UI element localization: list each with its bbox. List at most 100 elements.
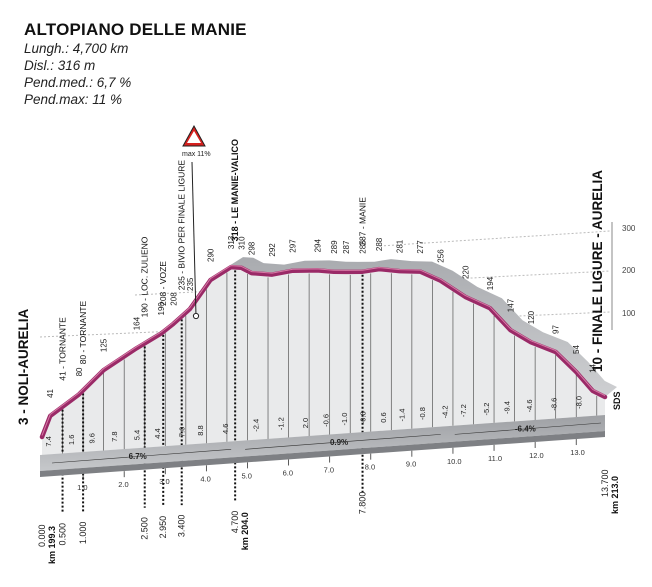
- waypoint-label: 318 - LE MANIE-VALICO: [230, 139, 240, 241]
- elevation-label: 54: [572, 345, 581, 354]
- elevation-label: 294: [313, 239, 322, 253]
- km-marker-label: 4.700: [230, 511, 240, 534]
- gradient-label: 4.4: [153, 428, 162, 438]
- waypoint-label: 190 - LOC. ZULIENO: [140, 236, 150, 317]
- distance-markers: 0.000 km 199.3 0.500 1.000 2.500 2.950 3.400 4.…: [37, 469, 620, 564]
- gradient-label: 7.4: [44, 436, 53, 446]
- elevation-label: 281: [396, 239, 405, 253]
- gradient-label: -4.6: [525, 399, 534, 412]
- elevation-label: 288: [375, 237, 384, 251]
- elevation-label: 235: [186, 277, 195, 291]
- gradient-label: 0.6: [379, 412, 388, 422]
- y-tick-200: 200: [622, 266, 636, 275]
- km-marker-label: 2.500: [140, 517, 150, 540]
- elevation-label: 190: [157, 302, 166, 316]
- km-marker-label: 3.400: [177, 515, 187, 538]
- gradient-label: 9.6: [87, 433, 96, 443]
- x-tick-label: 1.0: [77, 483, 87, 492]
- elevation-label: 120: [527, 310, 536, 324]
- max-marker-label: max 11%: [182, 151, 211, 158]
- km-marker-label: 1.000: [78, 522, 88, 545]
- waypoint-label: 208 - VOZE: [158, 261, 168, 306]
- gradient-label: 2.0: [301, 418, 310, 428]
- elevation-label: 310: [237, 236, 246, 250]
- x-tick-label: 12.0: [529, 451, 544, 460]
- x-tick-label: 7.0: [324, 466, 334, 475]
- x-tick-label: 3.0: [159, 477, 169, 486]
- waypoint-label: 287 - MANIE: [358, 197, 368, 246]
- km-marker-sublabel: km 199.3: [47, 526, 57, 564]
- gridline-300: [379, 230, 611, 247]
- km-marker-label: 13.700: [600, 469, 610, 497]
- y-tick-100: 100: [622, 309, 636, 318]
- waypoint-label: 41 - TORNANTE: [58, 317, 68, 381]
- x-tick-label: 8.0: [365, 463, 375, 472]
- elevation-label: 220: [461, 265, 470, 279]
- gradient-label: 5.4: [133, 430, 142, 440]
- gradient-label: -0.8: [418, 407, 427, 420]
- x-tick-label: 9.0: [406, 460, 416, 469]
- gradient-label: -7.2: [459, 404, 468, 417]
- km-marker-label: 0.000: [37, 524, 47, 547]
- elevation-label: 313: [227, 235, 236, 249]
- elevation-labels: 41 80 125 164 190 208 235 290 313 310 298 292 297 294…: [46, 235, 598, 398]
- segment-span-line: [51, 448, 232, 464]
- gradient-label: -9.4: [502, 401, 511, 414]
- climb-info: ALTOPIANO DELLE MANIE Lungh.: 4,700 km D…: [24, 20, 247, 108]
- gradient-label: -4.2: [441, 405, 450, 418]
- x-tick-label: 2.0: [118, 480, 128, 489]
- elevation-label: 41: [46, 388, 55, 397]
- elevation-label: 285: [359, 240, 368, 254]
- climb-title: ALTOPIANO DELLE MANIE: [24, 20, 247, 39]
- x-tick-label: 11.0: [488, 454, 502, 463]
- gradient-label: 7.8: [110, 431, 119, 441]
- elevation-label: 292: [268, 243, 277, 257]
- stat-elevation-gain: Disl.: 316 m: [24, 58, 96, 73]
- elevation-label: 147: [507, 298, 516, 312]
- elevation-label: 164: [133, 316, 142, 330]
- sds-label: SDS: [612, 391, 622, 410]
- gradient-label: -1.0: [340, 413, 349, 426]
- route-line: [39, 264, 608, 440]
- elevation-label: 194: [486, 276, 495, 290]
- elevation-label: 277: [416, 240, 425, 254]
- x-tick-label: 4.0: [200, 474, 210, 483]
- elevation-label: 287: [342, 240, 351, 254]
- elevation-label: 289: [330, 240, 339, 254]
- x-tick-label: 10.0: [447, 457, 462, 466]
- elevation-label: 298: [248, 241, 257, 255]
- warning-triangle-icon: [182, 124, 206, 147]
- segment-average-labels: 6.7% 0.9% -6.4%: [51, 422, 602, 464]
- km-marker-label: 0.500: [58, 523, 68, 546]
- elevation-label: 125: [100, 338, 109, 352]
- route-highlight: [41, 265, 606, 436]
- elevation-label: 290: [207, 248, 216, 262]
- gradient-label: -2.4: [252, 419, 261, 432]
- max-marker-line: [191, 161, 197, 317]
- gradient-label: -0.8: [359, 411, 368, 424]
- max-marker-dot: [192, 312, 200, 320]
- segment-span-line: [245, 434, 441, 450]
- km-marker-label: 2.950: [158, 516, 168, 539]
- segment-average-label: 0.9%: [330, 438, 348, 447]
- gradient-label: -8.0: [574, 396, 583, 409]
- gradient-label: 8.8: [196, 425, 205, 435]
- stat-average-gradient: Pend.med.: 6,7 %: [24, 75, 132, 90]
- start-location-label: 3 - NOLI-AURELIA: [16, 309, 31, 425]
- gradient-label: -0.6: [322, 414, 331, 427]
- max-gradient-marker: max 11%: [182, 124, 211, 320]
- waypoint-label: 80 - TORNANTE: [78, 301, 88, 365]
- gradient-label: 4.6: [221, 424, 230, 434]
- elevation-label: 208: [170, 292, 179, 306]
- y-tick-300: 300: [622, 224, 636, 233]
- elevation-label: 297: [289, 239, 298, 253]
- elevation-label: 14: [589, 363, 598, 372]
- km-marker-label: 7.800: [358, 492, 368, 515]
- elevation-label: 97: [552, 325, 561, 334]
- segment-average-label: 6.7%: [129, 452, 147, 461]
- km-marker-sublabel: km 213.0: [610, 476, 620, 514]
- gradient-label: -1.2: [276, 417, 285, 430]
- gradient-labels: 7.4 1.6 9.6 7.8 5.4 4.4 7.0 8.8 4.6 -2.4 -1.2 2.0 -0…: [44, 396, 583, 447]
- finish-location-label: 10 - FINALE LIGURE - AURELIA: [590, 170, 605, 372]
- km-marker-sublabel: km 204.0: [240, 512, 250, 550]
